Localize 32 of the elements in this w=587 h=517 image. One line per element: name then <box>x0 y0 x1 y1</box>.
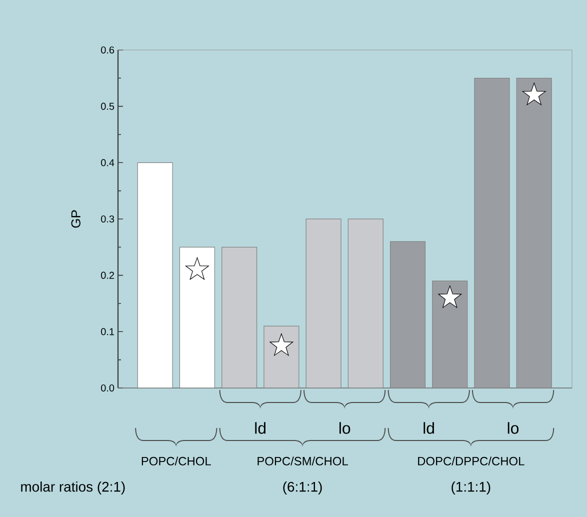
bar <box>137 162 173 388</box>
y-tick-label: 0.5 <box>101 102 114 110</box>
text: POPC/SM/CHOL <box>258 456 348 466</box>
y-tick-label: 0.2 <box>101 272 114 279</box>
text: POPC/CHOL <box>142 456 211 466</box>
bar <box>306 218 342 388</box>
text: DOPC/DPPC/CHOL <box>418 456 524 466</box>
bar <box>222 246 258 388</box>
y-tick-label: 0.6 <box>101 46 114 54</box>
bar <box>264 326 300 388</box>
y-tick-label: 0.3 <box>101 215 114 223</box>
bar <box>390 241 426 388</box>
bar <box>179 246 215 388</box>
text: (6:1:1) <box>283 481 322 494</box>
text: ld <box>255 422 266 434</box>
y-axis-title: GP <box>71 210 80 228</box>
bar <box>432 280 468 388</box>
text: lo <box>339 422 350 434</box>
bar <box>516 78 552 388</box>
bar <box>474 78 510 388</box>
text: (1:1:1) <box>452 481 490 494</box>
point <box>185 257 209 280</box>
y-tick-label: 0.0 <box>101 384 114 392</box>
text: ld <box>424 422 434 434</box>
bar <box>348 218 384 388</box>
point <box>522 82 546 106</box>
point <box>438 286 462 308</box>
y-tick-label: 0.4 <box>101 159 114 166</box>
text: molar ratios (2:1) <box>21 481 125 494</box>
text: lo <box>508 422 519 434</box>
y-tick-label: 0.1 <box>101 328 114 336</box>
point <box>270 333 294 356</box>
